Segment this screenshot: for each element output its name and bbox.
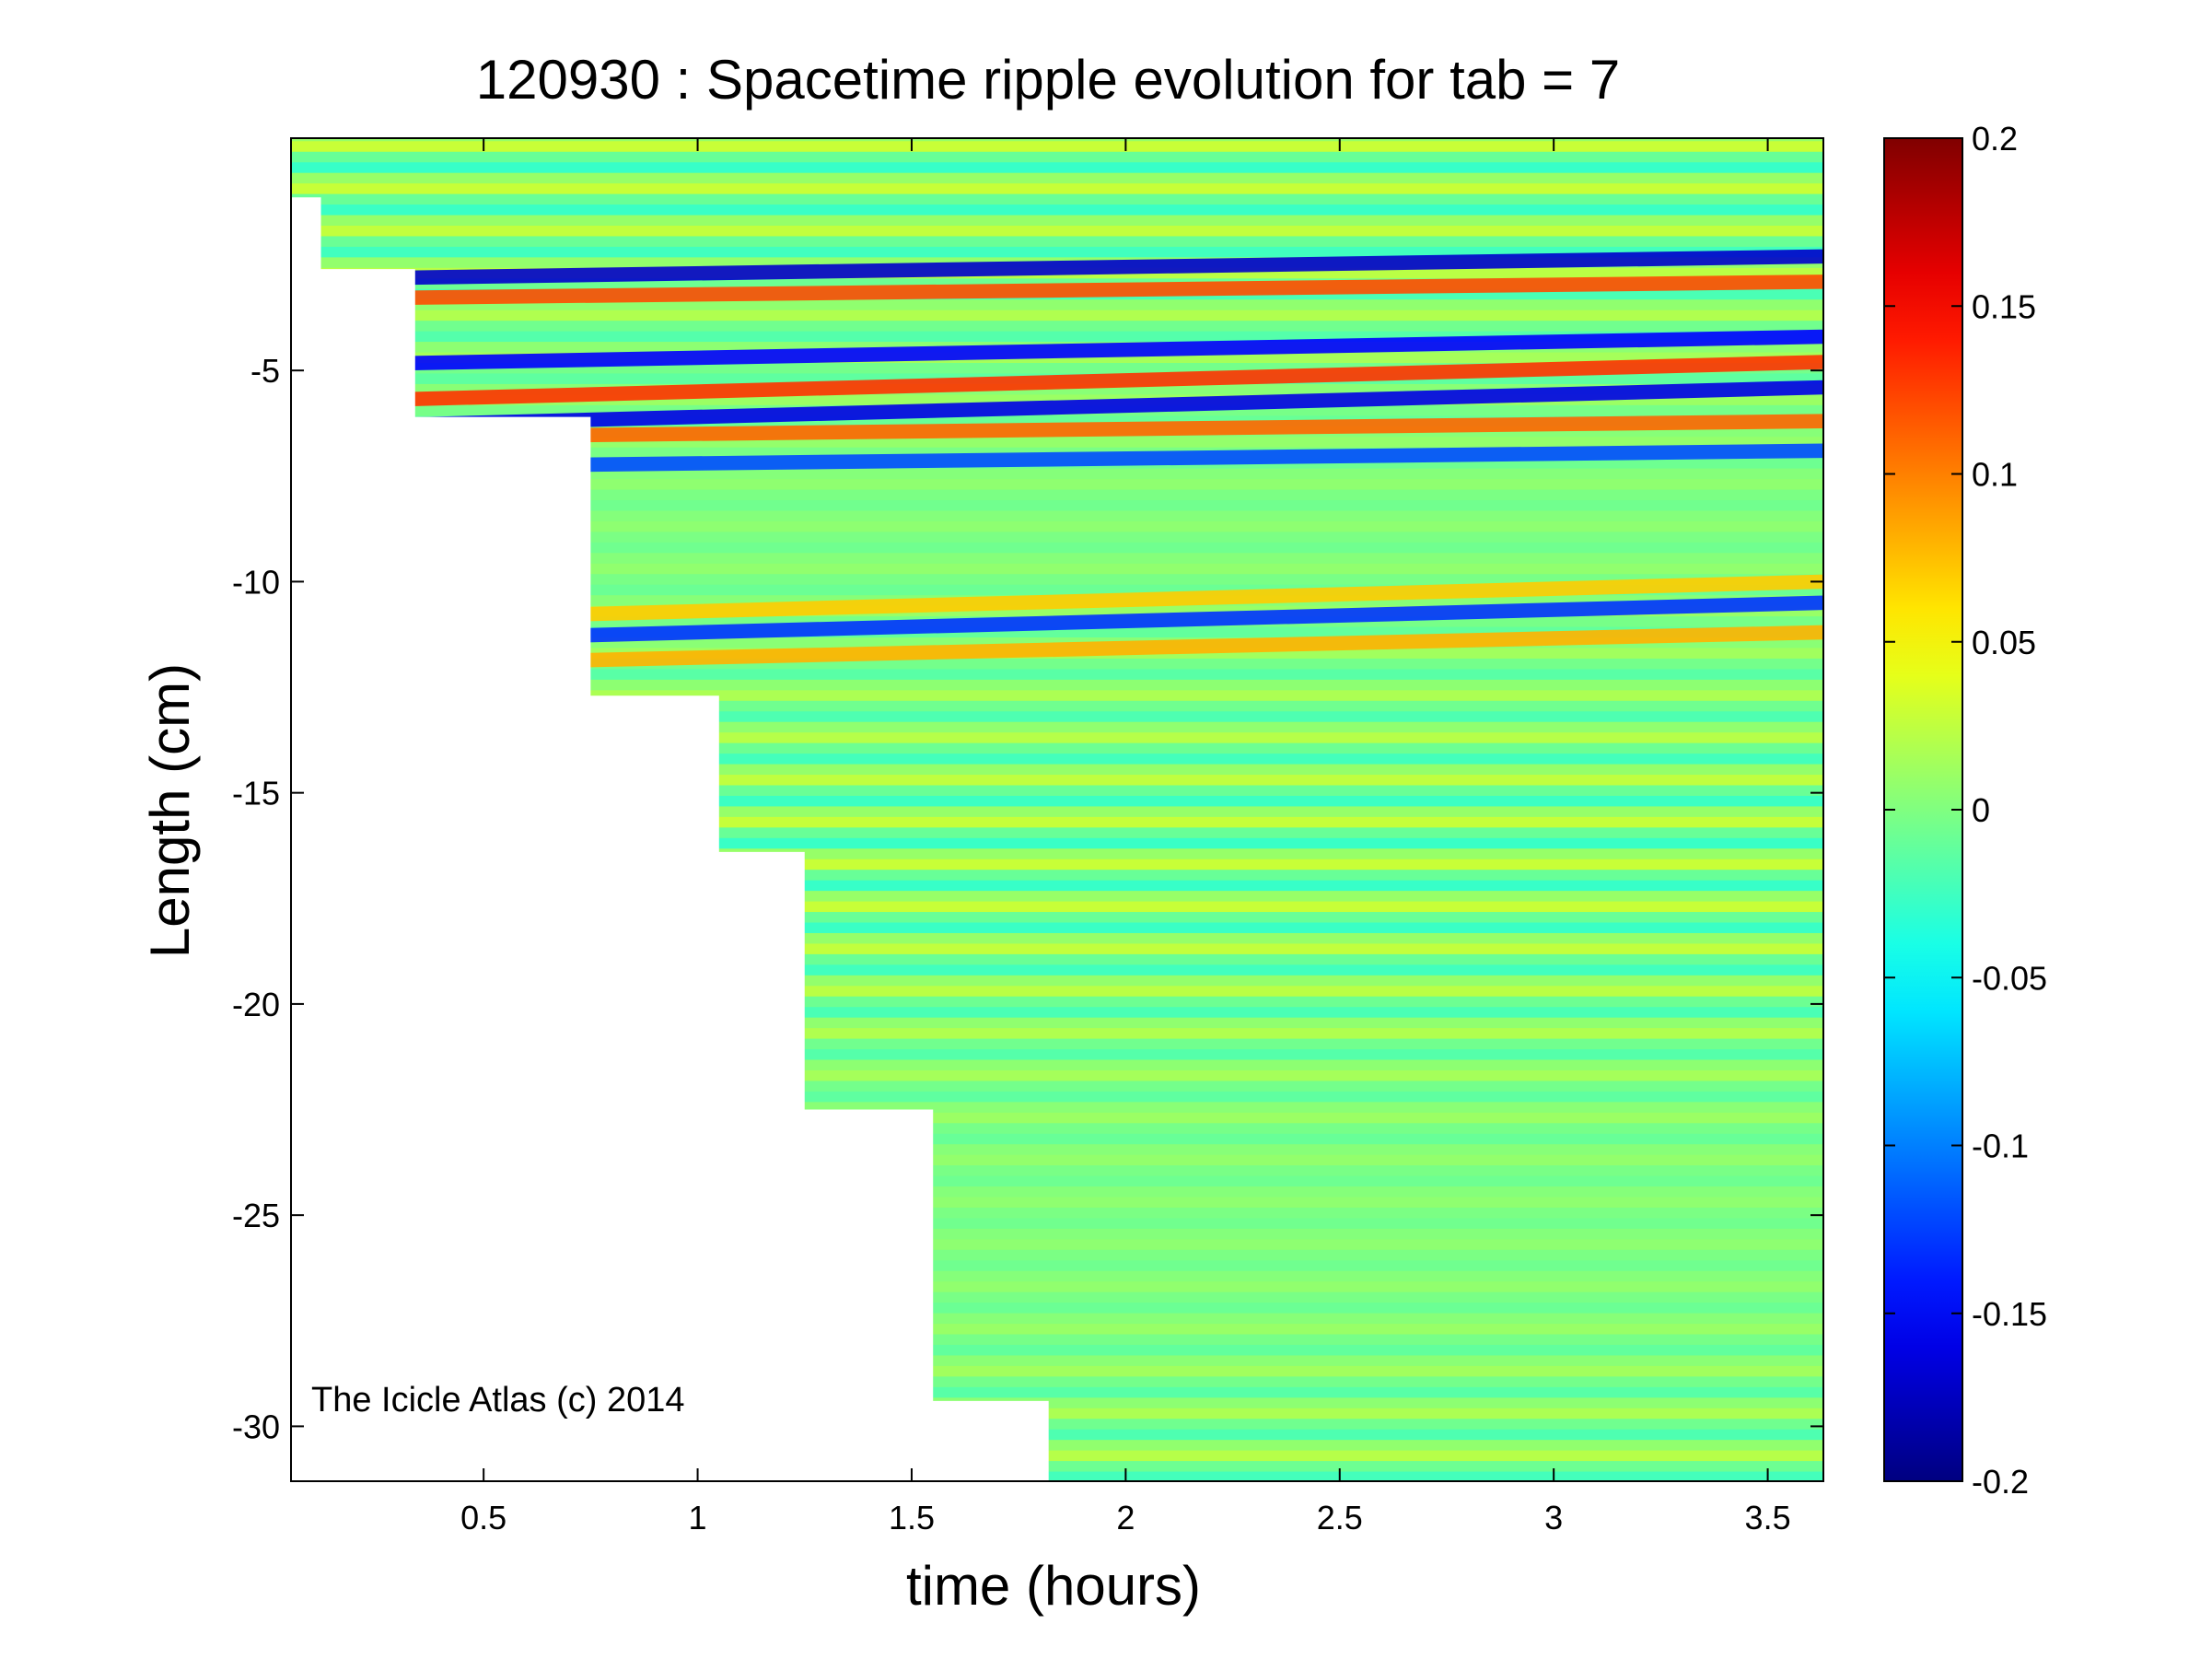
ripple-strong-band [291, 414, 1823, 446]
ripple-band [291, 499, 1823, 511]
ripple-band [291, 245, 1823, 258]
ripple-strong-band [291, 329, 1823, 373]
watermark-annotation: The Icicle Atlas (c) 2014 [311, 1381, 685, 1419]
ripple-band [291, 488, 1823, 501]
ripple-band [291, 562, 1823, 575]
ripple-band [291, 309, 1823, 321]
y-tick-label: -30 [232, 1408, 280, 1445]
colorbar-tick-label: 0.05 [1972, 624, 2036, 661]
ripple-strong-band [291, 443, 1823, 475]
ripple-band [291, 509, 1823, 521]
colorbar-tick-label: 0.15 [1972, 287, 2036, 325]
ripple-band [291, 1470, 1823, 1481]
colorbar [1883, 137, 1963, 1482]
y-tick-label: -15 [232, 775, 280, 812]
colorbar-ticks: 0.2 0.15 0.1 0.05 0 -0.05 -0.1 -0.15 -0.2 [1884, 120, 2047, 1501]
ripple-band [291, 541, 1823, 554]
ripple-band [291, 520, 1823, 532]
x-axis-label: time (hours) [906, 1555, 1201, 1617]
no-data-region [291, 197, 1049, 1481]
x-tick-label: 2.5 [1317, 1499, 1363, 1536]
ripple-strong-band [291, 275, 1823, 307]
ripple-band [291, 678, 1823, 691]
ripple-band [291, 320, 1823, 332]
ripple-band [291, 235, 1823, 247]
y-tick-label: -20 [232, 986, 280, 1023]
ripple-strong-band [291, 355, 1823, 410]
x-tick-label: 3 [1544, 1499, 1563, 1536]
x-tick-label: 3.5 [1745, 1499, 1791, 1536]
x-tick-label: 2 [1116, 1499, 1135, 1536]
colorbar-tick-label: -0.1 [1972, 1127, 2029, 1165]
ripple-band [291, 150, 1823, 163]
ripple-band [291, 161, 1823, 173]
x-tick-label: 0.5 [460, 1499, 506, 1536]
y-tick-label: -25 [232, 1197, 280, 1234]
ripple-band [291, 138, 1823, 142]
x-axis: 0.5 1 1.5 2 2.5 3 3.5 [460, 138, 1791, 1536]
ripple-band [291, 214, 1823, 226]
y-tick-label: -10 [232, 563, 280, 601]
plot-frame [290, 137, 1824, 1482]
y-axis-label: Length (cm) [139, 663, 201, 958]
ripple-strong-band [291, 380, 1823, 435]
ripple-band [291, 478, 1823, 490]
x-tick-label: 1 [689, 1499, 707, 1536]
heatmap-area [291, 138, 1823, 1481]
colorbar-tick-label: -0.2 [1972, 1463, 2029, 1501]
chart-title: 120930 : Spacetime ripple evolution for … [476, 49, 1620, 111]
ripple-band [291, 193, 1823, 205]
y-tick-label: -5 [250, 352, 280, 390]
ripple-band [291, 140, 1823, 152]
colorbar-tick-label: -0.05 [1972, 959, 2047, 997]
colorbar-tick-label: 0.1 [1972, 456, 2018, 494]
ripple-strong-band [291, 625, 1823, 674]
ripple-band [291, 552, 1823, 564]
ripple-band [291, 182, 1823, 194]
y-axis: -5 -10 -15 -20 -25 -30 [232, 352, 1823, 1445]
x-tick-label: 1.5 [889, 1499, 935, 1536]
colorbar-tick-label: -0.15 [1972, 1295, 2047, 1333]
ripple-band [291, 531, 1823, 543]
ripple-band [291, 171, 1823, 184]
ripple-strong-band [291, 249, 1823, 287]
ripple-strong-band [291, 574, 1823, 629]
colorbar-tick-label: 0 [1972, 791, 1990, 829]
ripple-band [291, 224, 1823, 237]
ripple-band [291, 204, 1823, 216]
ripple-band [291, 573, 1823, 585]
ripple-strong-band [291, 595, 1823, 650]
ripple-band [291, 668, 1823, 680]
colorbar-tick-label: 0.2 [1972, 120, 2018, 158]
